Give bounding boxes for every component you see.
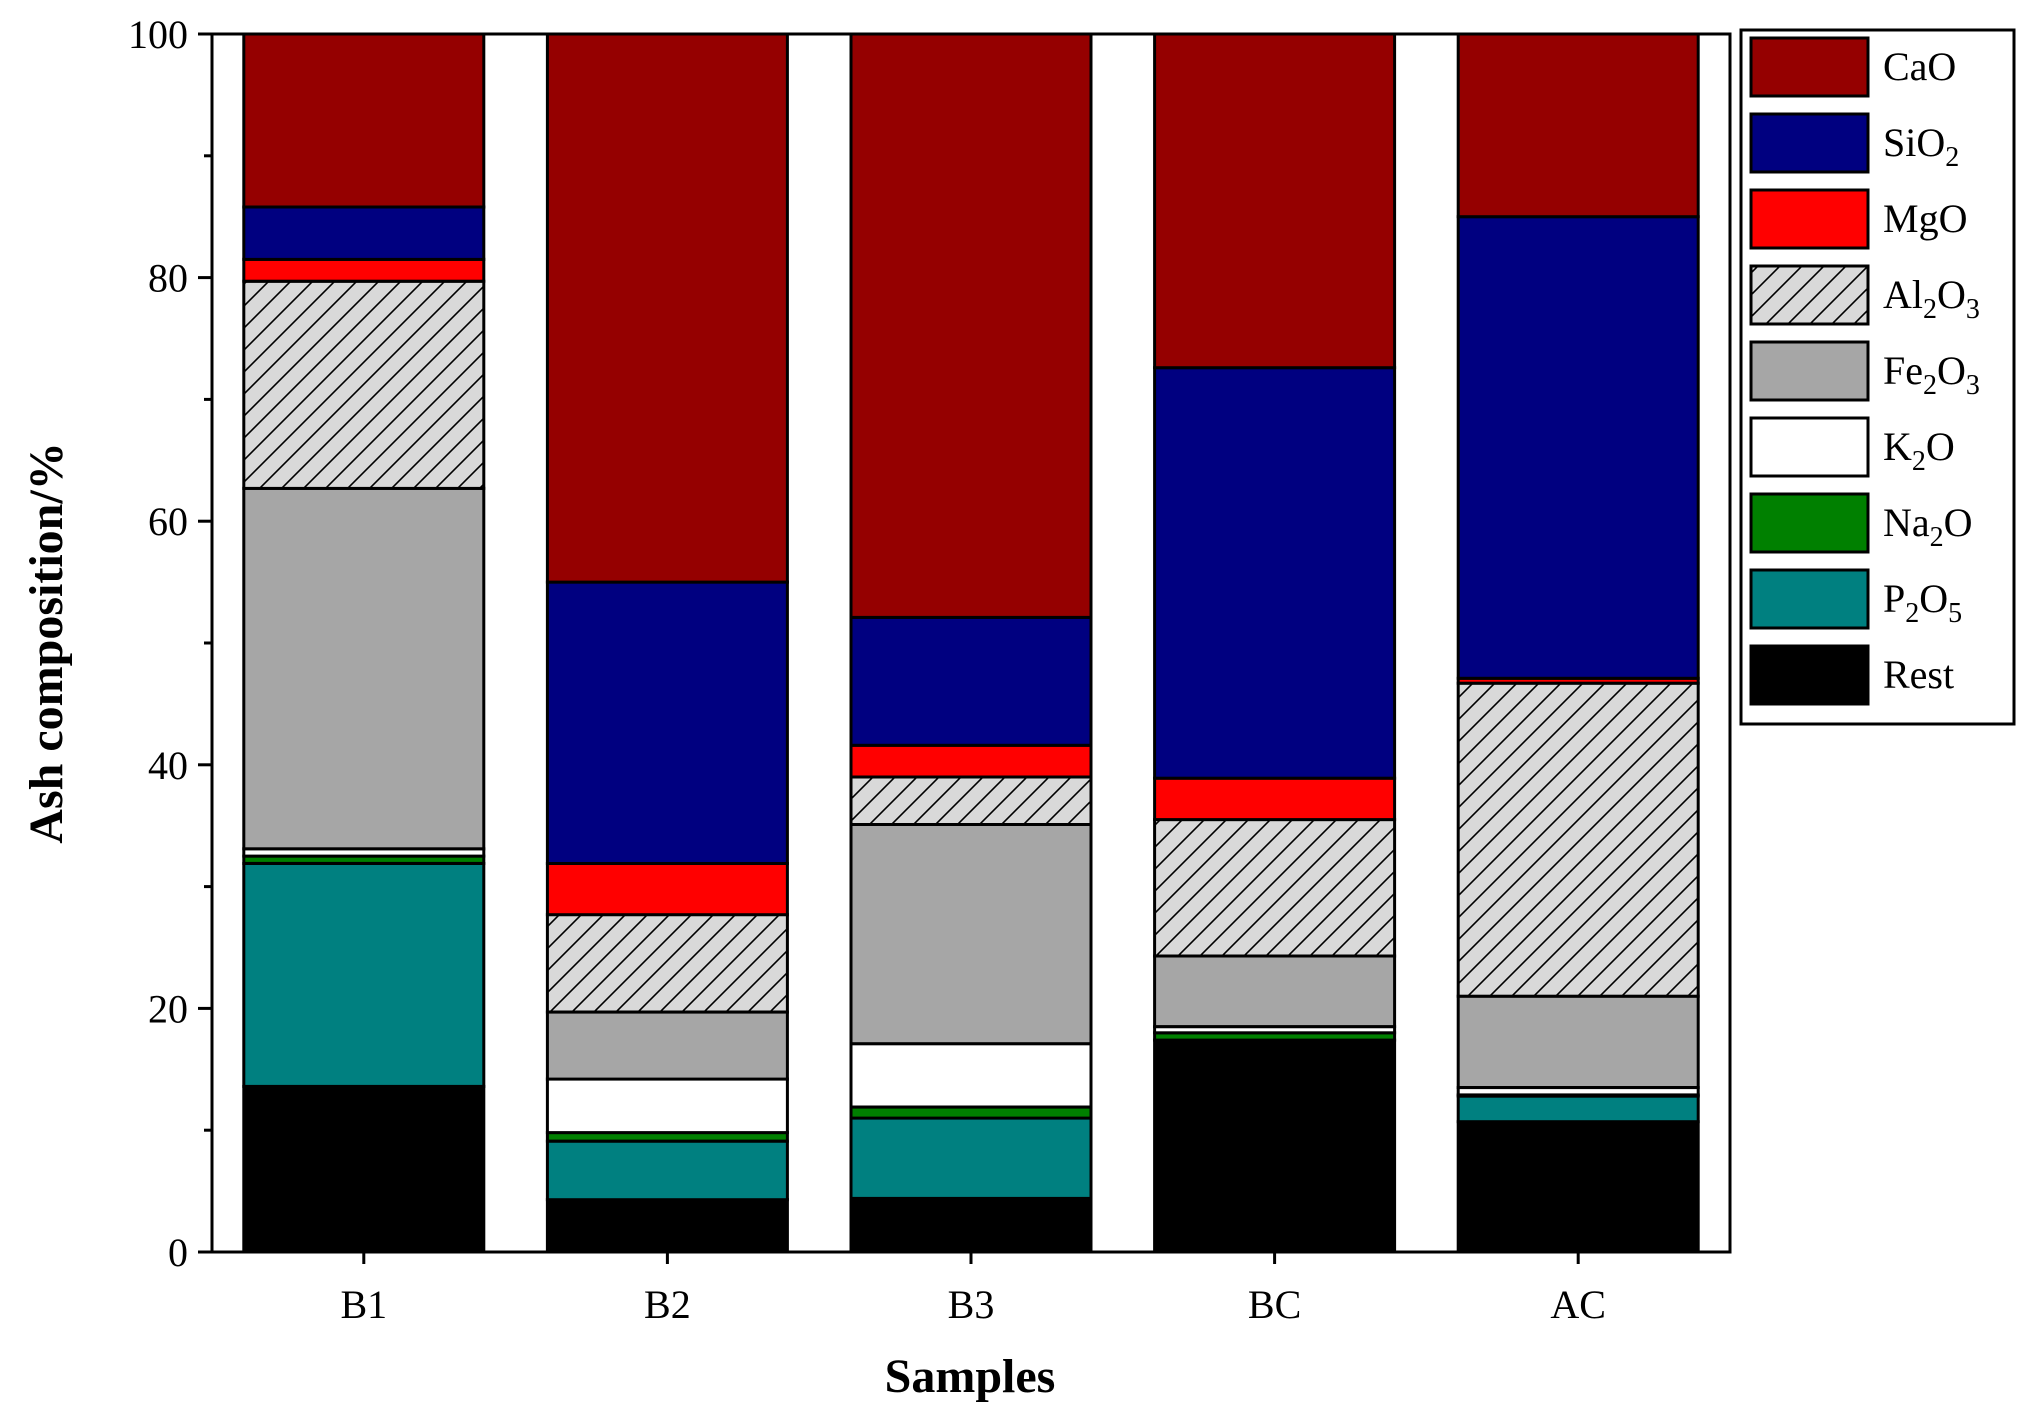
bar-segment-k2o-b3: [849, 1042, 1093, 1109]
legend-swatch-mgo: [1749, 188, 1870, 250]
bar-segment-al2o3-ac: [1456, 681, 1700, 998]
bar-segment-cao-b3: [849, 32, 1093, 619]
bar-segment-fe2o3-ac: [1456, 994, 1700, 1090]
y-axis: 0 20 40 60 80 100: [128, 12, 212, 1275]
bar-segment-sio2-b3: [849, 615, 1093, 747]
bar-segment-rest-b1: [242, 1084, 486, 1254]
legend-swatch-na2o: [1749, 492, 1870, 554]
y-axis-title: Ash composition/%: [20, 442, 73, 843]
y-tick-label: 20: [148, 986, 188, 1031]
bar-segment-rest-bc: [1153, 1038, 1397, 1254]
x-tick-label: B2: [644, 1282, 691, 1327]
y-tick-label: 40: [148, 743, 188, 788]
bar-segment-na2o-b3: [849, 1105, 1093, 1120]
bar-segment-fe2o3-b2: [545, 1010, 789, 1081]
bar-segment-al2o3-b1: [242, 279, 486, 490]
bar-segment-fe2o3-b1: [242, 486, 486, 851]
bar-segment-cao-ac: [1456, 32, 1700, 219]
legend-swatch-fe2o3: [1749, 340, 1870, 402]
legend-label-al2o3: Al2O3: [1883, 272, 1980, 325]
plot-area: [210, 32, 1732, 1254]
legend-swatch-p2o5: [1749, 568, 1870, 630]
bar-segment-sio2-b1: [242, 205, 486, 261]
bar-segment-p2o5-b2: [545, 1139, 789, 1202]
bar-segment-sio2-b2: [545, 580, 789, 865]
y-tick-label: 80: [148, 256, 188, 301]
y-tick-label: 100: [128, 12, 188, 57]
bar-segment-sio2-ac: [1456, 215, 1700, 680]
legend-label-sio2: SiO2: [1883, 120, 1959, 173]
legend-swatch-sio2: [1749, 112, 1870, 174]
bar-segment-mgo-b1: [242, 257, 486, 283]
bar-segment-mgo-b2: [545, 862, 789, 917]
legend-swatch-rest: [1749, 644, 1870, 706]
bar-segment-k2o-b2: [545, 1077, 789, 1135]
y-tick-label: 0: [168, 1230, 188, 1275]
legend-swatch-k2o: [1749, 416, 1870, 478]
bar-segment-sio2-bc: [1153, 366, 1397, 780]
bar-segment-al2o3-bc: [1153, 818, 1397, 958]
legend-label-na2o: Na2O: [1883, 500, 1973, 553]
x-tick-label: AC: [1550, 1282, 1606, 1327]
legend-label-p2o5: P2O5: [1883, 576, 1962, 629]
legend: CaO SiO2 MgO Al2O3 Fe2O3 K2O Na2O P2O5 Rest: [1739, 28, 2016, 726]
bar-segment-rest-ac: [1456, 1120, 1700, 1254]
x-tick-label: B3: [948, 1282, 995, 1327]
bar-segment-mgo-bc: [1153, 776, 1397, 822]
bar-segment-p2o5-ac: [1456, 1094, 1700, 1124]
legend-label-cao: CaO: [1883, 44, 1956, 89]
x-axis: B1 B2 B3 BC AC: [340, 1252, 1606, 1327]
legend-label-rest: Rest: [1883, 652, 1954, 697]
bar-segment-fe2o3-bc: [1153, 954, 1397, 1029]
legend-label-mgo: MgO: [1883, 196, 1967, 241]
x-tick-label: B1: [340, 1282, 387, 1327]
legend-swatch-al2o3: [1749, 264, 1870, 326]
bar-segment-al2o3-b2: [545, 913, 789, 1014]
x-axis-title: Samples: [885, 1350, 1056, 1403]
legend-label-fe2o3: Fe2O3: [1883, 348, 1980, 401]
bar-segment-p2o5-b3: [849, 1116, 1093, 1200]
x-tick-label: BC: [1248, 1282, 1301, 1327]
y-tick-label: 60: [148, 499, 188, 544]
bar-segment-fe2o3-b3: [849, 823, 1093, 1046]
bar-segment-al2o3-b3: [849, 775, 1093, 826]
bar-segment-cao-bc: [1153, 32, 1397, 370]
bar-segment-cao-b2: [545, 32, 789, 584]
bar-segment-rest-b3: [849, 1196, 1093, 1254]
bar-segment-p2o5-b1: [242, 862, 486, 1088]
legend-label-k2o: K2O: [1883, 424, 1955, 477]
bar-segment-cao-b1: [242, 32, 486, 209]
bar-segment-mgo-b3: [849, 743, 1093, 779]
bar-segment-rest-b2: [545, 1198, 789, 1254]
legend-swatch-cao: [1749, 36, 1870, 98]
